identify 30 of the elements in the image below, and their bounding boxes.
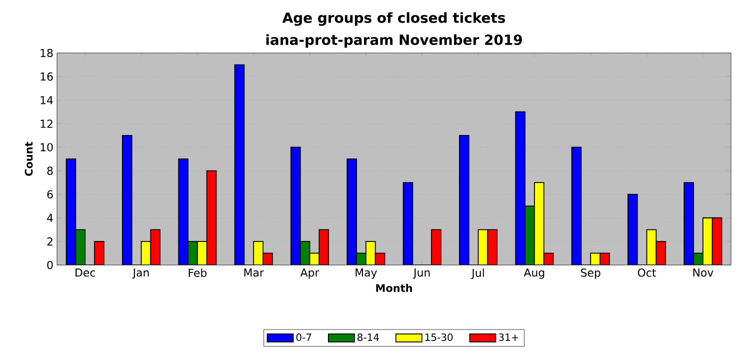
y-tick-label: 6 [47,190,53,198]
chart-subtitle: iana-prot-param November 2019 [266,34,522,48]
x-tick-label: Aug [524,268,544,279]
x-tick-label: Apr [300,268,320,279]
x-tick-label: Feb [188,268,207,277]
x-tick-label: Jul [471,268,484,280]
x-tick-label: May [356,268,377,279]
x-tick-label: Nov [693,268,714,277]
legend-label: 8-14 [358,333,379,342]
y-tick-label: 2 [47,237,52,246]
legend-label: 31+ [498,333,518,342]
y-tick-label: 18 [40,48,53,58]
y-tick-label: 16 [40,72,53,81]
x-tick-label: Sep [580,268,600,279]
y-tick-label: 12 [40,120,52,128]
legend-label: 15-30 [425,333,453,342]
y-axis-title: Count [24,142,33,176]
y-tick-label: 10 [40,143,53,152]
x-tick-label: Oct [638,268,656,277]
y-tick-label: 0 [47,260,53,270]
y-tick-label: 8 [47,166,53,175]
legend-label: 0-7 [296,333,312,342]
x-axis-title: Month [376,284,412,292]
x-tick-label: Jun [412,268,430,279]
x-tick-label: Mar [244,268,264,277]
x-tick-label: Dec [76,268,96,277]
y-tick-label: 14 [40,96,53,104]
y-tick-label: 4 [47,214,53,222]
chart-title: Age groups of closed tickets [282,12,506,26]
x-tick-label: Jan [132,268,149,279]
